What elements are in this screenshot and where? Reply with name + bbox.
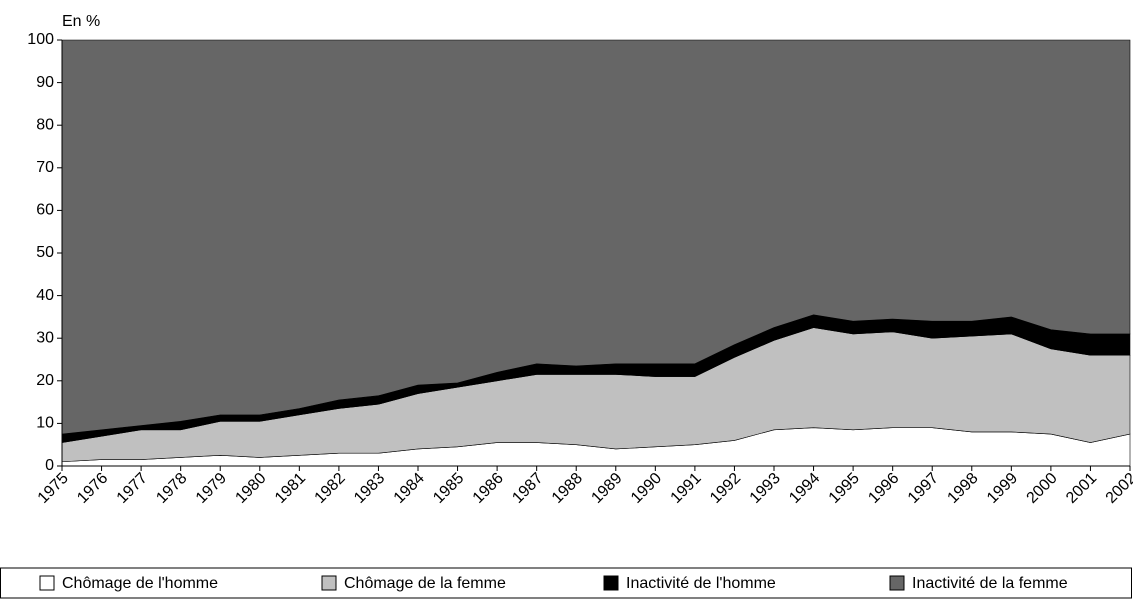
area: [61, 39, 1131, 435]
x-tick-label: 1983: [351, 470, 388, 507]
x-tick-label: 1994: [786, 470, 823, 507]
x-tick-label: 1988: [549, 470, 586, 507]
x-tick-label: 1993: [747, 470, 784, 507]
x-tick-label: 1990: [628, 470, 665, 507]
legend-swatch: [39, 575, 55, 591]
x-tick-label: 1997: [905, 470, 942, 507]
y-tick-label: 20: [36, 372, 54, 389]
legend-label: Inactivité de l'homme: [626, 575, 776, 592]
legend-swatch: [321, 575, 337, 591]
x-tick-label: 2000: [1024, 470, 1061, 507]
x-tick-label: 1999: [984, 470, 1021, 507]
y-tick-label: 70: [36, 159, 54, 176]
x-tick-label: 1991: [668, 470, 705, 507]
y-tick-label: 30: [36, 329, 54, 346]
x-tick-label: 1989: [588, 470, 625, 507]
y-tick-label: 90: [36, 74, 54, 91]
y-tick-label: 50: [36, 244, 54, 261]
y-tick-label: 100: [27, 31, 54, 48]
legend-label: Inactivité de la femme: [912, 575, 1068, 592]
x-tick-label: 1980: [232, 470, 269, 507]
x-tick-label: 1978: [153, 470, 190, 507]
x-tick-label: 1984: [391, 470, 428, 507]
y-tick-label: 0: [45, 457, 54, 474]
y-axis-label: En %: [62, 13, 100, 30]
y-tick-label: 10: [36, 415, 54, 432]
x-tick-label: 1979: [193, 470, 230, 507]
x-tick-label: 1981: [272, 470, 309, 507]
x-tick-label: 1987: [509, 470, 546, 507]
x-tick-label: 2001: [1063, 470, 1100, 507]
x-tick-label: 1995: [826, 470, 863, 507]
legend-label: Chômage de la femme: [344, 575, 506, 592]
legend-swatch: [603, 575, 619, 591]
x-tick-label: 1996: [865, 470, 902, 507]
y-tick-label: 40: [36, 287, 54, 304]
y-tick-label: 60: [36, 202, 54, 219]
x-tick-label: 1977: [114, 470, 151, 507]
legend-label: Chômage de l'homme: [62, 575, 218, 592]
x-tick-label: 1998: [944, 470, 981, 507]
x-tick-label: 1992: [707, 470, 744, 507]
x-tick-label: 1986: [470, 470, 507, 507]
legend-box: [0, 567, 1132, 599]
legend-swatch: [889, 575, 905, 591]
y-tick-label: 80: [36, 116, 54, 133]
x-tick-label: 2002: [1103, 470, 1133, 507]
x-tick-label: 1982: [312, 470, 349, 507]
x-tick-label: 1985: [430, 470, 467, 507]
x-tick-label: 1975: [35, 470, 72, 507]
x-tick-label: 1976: [74, 470, 111, 507]
